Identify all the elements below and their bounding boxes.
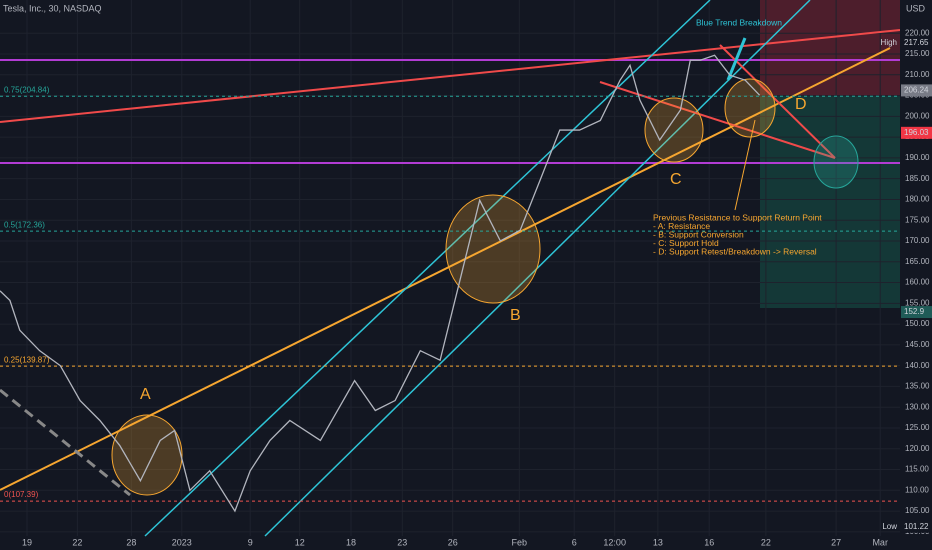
- x-tick-label: 13: [653, 537, 663, 547]
- label-a: A: [140, 386, 151, 403]
- x-tick-label: 22: [72, 537, 82, 547]
- y-tick-label: 145.00: [905, 340, 930, 349]
- title: Tesla, Inc., 30, NASDAQ: [3, 3, 102, 13]
- y-tick-label: 120.00: [905, 444, 930, 453]
- profit-zone: [760, 96, 900, 308]
- price-tag-label: 217.65: [904, 38, 929, 47]
- price-tag: [901, 306, 932, 319]
- note-line: - D: Support Retest/Breakdown -> Reversa…: [653, 246, 817, 256]
- price-tag-label: 196.03: [904, 128, 929, 137]
- x-tick-label: 22: [761, 537, 771, 547]
- x-tick-label: 12:00: [603, 537, 626, 547]
- y-tick-label: 110.00: [905, 485, 929, 494]
- x-tick-label: 19: [22, 537, 32, 547]
- circle-a: [111, 414, 183, 496]
- price-tag-label: 101.22: [904, 522, 929, 531]
- y-tick-label: 165.00: [905, 257, 930, 266]
- x-tick-label: 27: [831, 537, 841, 547]
- price-tag-label: 206.24: [904, 86, 929, 95]
- target-circle: [813, 135, 859, 189]
- label-b: B: [510, 307, 521, 324]
- y-tick-label: 185.00: [905, 174, 930, 183]
- note-line: - A: Resistance: [653, 221, 710, 231]
- y-tick-label: 210.00: [905, 70, 930, 79]
- loss-zone: [760, 0, 900, 96]
- y-tick-label: 130.00: [905, 402, 930, 411]
- x-tick-label: 16: [704, 537, 714, 547]
- y-tick-label: 175.00: [905, 215, 930, 224]
- price-tag-label: 152.9: [904, 307, 925, 316]
- x-tick-label: 28: [126, 537, 136, 547]
- x-tick-label: 18: [346, 537, 356, 547]
- y-tick-label: 170.00: [905, 236, 930, 245]
- circle-d: [724, 78, 776, 138]
- x-tick-label: Feb: [512, 537, 528, 547]
- price-tag: [901, 84, 932, 97]
- price-tag-name: Low: [882, 522, 897, 531]
- trend-line: [0, 29, 901, 123]
- y-tick-label: 215.00: [905, 49, 930, 58]
- fib-label: 0.5(172.36): [4, 220, 45, 229]
- x-tick-label: 26: [448, 537, 458, 547]
- y-tick-label: 155.00: [905, 298, 930, 307]
- y-tick-label: 190.00: [905, 153, 930, 162]
- price-tag: [901, 520, 932, 533]
- note-line: - C: Support Hold: [653, 238, 719, 248]
- x-tick-label: 12: [295, 537, 305, 547]
- y-tick-label: 125.00: [905, 423, 930, 432]
- channel-upper: [144, 0, 711, 537]
- support-trend: [0, 47, 891, 491]
- price-line: [0, 54, 761, 513]
- fib-label: 0.75(204.84): [4, 85, 50, 94]
- label-d: D: [795, 96, 807, 113]
- y-tick-label: 105.00: [905, 506, 930, 515]
- y-tick-label: 140.00: [905, 361, 930, 370]
- arrow-line: [719, 44, 836, 159]
- y-tick-label: 115.00: [905, 465, 929, 474]
- y-tick-label: 150.00: [905, 319, 930, 328]
- arrow-line: [599, 81, 836, 159]
- price-tag: [901, 37, 932, 50]
- breakdown-label: Blue Trend Breakdown: [696, 17, 782, 27]
- dashed-trend: [0, 388, 131, 497]
- fib-label: 0(107.39): [4, 490, 39, 499]
- price-tag: [901, 126, 932, 139]
- note-line: - B: Support Conversion: [653, 229, 744, 239]
- y-tick-label: 135.00: [905, 382, 930, 391]
- currency: USD: [906, 3, 926, 13]
- notes: Previous Resistance to Support Return Po…: [653, 212, 822, 256]
- circle-b: [445, 194, 541, 304]
- x-tick-label: 6: [572, 537, 577, 547]
- note-line: Previous Resistance to Support Return Po…: [653, 212, 822, 222]
- circle-c: [644, 97, 704, 163]
- x-tick-label: 9: [248, 537, 253, 547]
- price-tag-name: High: [881, 38, 897, 47]
- x-tick-label: 2023: [172, 537, 192, 547]
- y-tick-label: 160.00: [905, 278, 930, 287]
- y-tick-label: 200.00: [905, 111, 930, 120]
- fib-label: 0.25(139.87): [4, 355, 50, 364]
- x-tick-label: 23: [397, 537, 407, 547]
- pointer: [734, 119, 756, 211]
- y-tick-label: 220.00: [905, 28, 930, 37]
- arrow: [726, 37, 747, 81]
- label-c: C: [670, 171, 682, 188]
- x-tick-label: Mar: [872, 537, 888, 547]
- y-tick-label: 180.00: [905, 195, 930, 204]
